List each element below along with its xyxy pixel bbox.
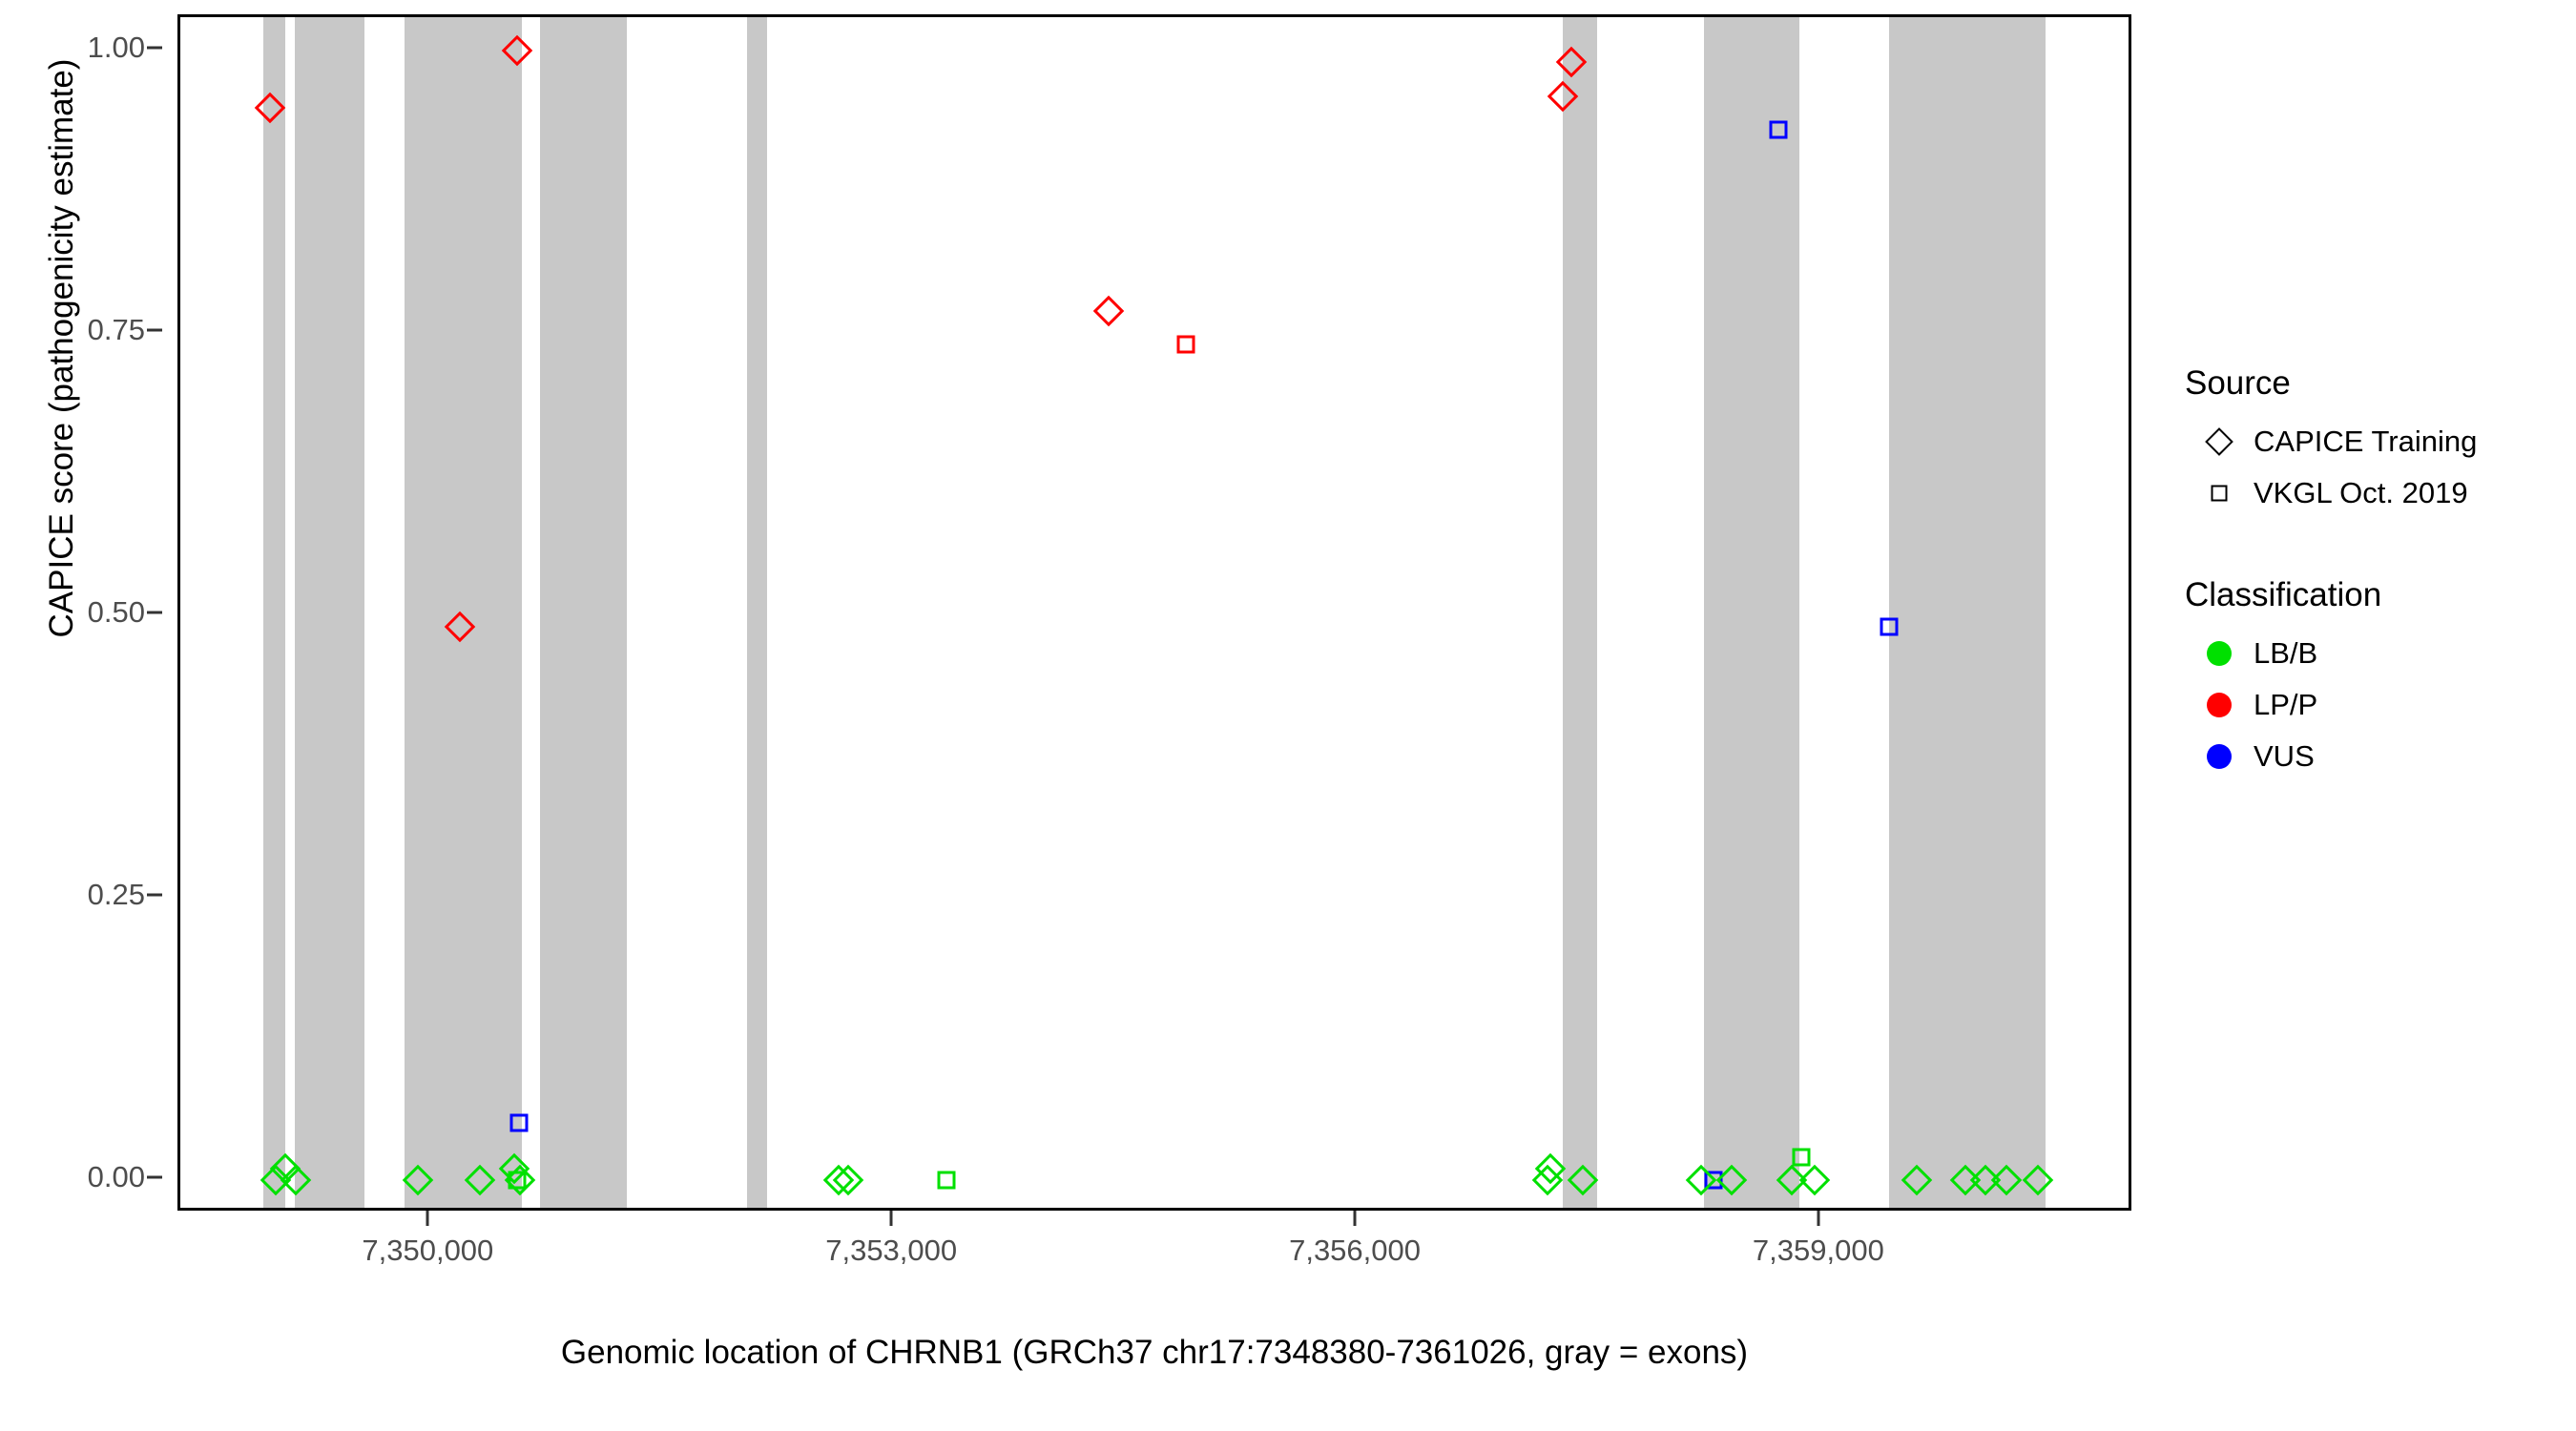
legend-title-classification: Classification	[2185, 576, 2382, 613]
data-point-square	[509, 1113, 529, 1132]
exon-band	[1703, 17, 1800, 1208]
x-tick-label: 7,350,000	[362, 1234, 494, 1267]
legend-item-capice-training[interactable]: CAPICE Training	[2185, 416, 2566, 467]
data-point-square	[1176, 335, 1195, 354]
y-tick-label: 0.75	[87, 313, 145, 347]
data-point-square	[1704, 1171, 1723, 1189]
legend-label: VKGL Oct. 2019	[2254, 476, 2468, 509]
data-point-diamond	[1548, 80, 1579, 113]
legend-title-source: Source	[2185, 364, 2291, 402]
data-point-square	[1769, 120, 1788, 139]
data-point-diamond	[403, 1164, 434, 1195]
x-tick-mark	[1817, 1211, 1820, 1226]
exon-band	[747, 17, 768, 1208]
data-point-diamond	[2022, 1164, 2053, 1195]
y-tick-mark	[147, 1175, 162, 1178]
y-axis-title: CAPICE score (pathogenicity estimate)	[43, 58, 80, 638]
legend-item-vus[interactable]: VUS	[2185, 731, 2566, 782]
exon-band	[404, 17, 522, 1208]
data-point-diamond	[1990, 1164, 2023, 1195]
x-tick-label: 7,356,000	[1289, 1234, 1422, 1267]
data-point-diamond	[501, 35, 533, 67]
legend-key-diamond-icon	[2185, 416, 2254, 467]
plot-panel	[177, 14, 2131, 1211]
x-tick-label: 7,359,000	[1752, 1234, 1884, 1267]
x-tick-mark	[889, 1211, 893, 1226]
y-tick-mark	[147, 893, 162, 897]
legend-label: VUS	[2254, 739, 2315, 773]
x-tick-mark	[1353, 1211, 1357, 1226]
y-tick-mark	[147, 46, 162, 50]
data-point-diamond	[1685, 1164, 1716, 1195]
data-point-square	[1880, 617, 1899, 636]
legend: Source CAPICE Training VKGL Oct. 2019 Cl…	[2185, 364, 2566, 840]
data-point-diamond	[444, 611, 476, 643]
data-points-layer	[180, 17, 2129, 1208]
data-point-diamond	[464, 1164, 496, 1195]
x-tick-mark	[426, 1211, 429, 1226]
y-tick-label: 0.50	[87, 595, 145, 629]
data-point-diamond	[1568, 1164, 1599, 1195]
legend-label: LB/B	[2254, 636, 2318, 670]
legend-item-lbb[interactable]: LB/B	[2185, 628, 2566, 679]
legend-key-dot-red-icon	[2185, 679, 2254, 731]
data-point-square	[1792, 1148, 1811, 1167]
legend-group-source: Source CAPICE Training VKGL Oct. 2019	[2185, 364, 2566, 519]
exon-band	[1563, 17, 1598, 1208]
legend-item-lpp[interactable]: LP/P	[2185, 679, 2566, 731]
x-axis-title: Genomic location of CHRNB1 (GRCh37 chr17…	[560, 1334, 1749, 1371]
y-axis: CAPICE score (pathogenicity estimate) 0.…	[0, 0, 177, 1225]
y-tick-label: 0.25	[87, 877, 145, 911]
x-tick-label: 7,353,000	[825, 1234, 958, 1267]
legend-item-vkgl-oct-2019[interactable]: VKGL Oct. 2019	[2185, 467, 2566, 519]
y-tick-label: 1.00	[87, 31, 145, 65]
data-point-diamond	[254, 92, 286, 123]
exon-band	[1889, 17, 2046, 1208]
exon-band	[263, 17, 286, 1208]
data-point-square	[937, 1171, 956, 1189]
legend-group-classification: Classification LB/B LP/P VUS	[2185, 576, 2566, 782]
exon-bands-layer	[180, 17, 2129, 1208]
legend-label: LP/P	[2254, 688, 2318, 721]
data-point-square	[508, 1171, 527, 1189]
legend-key-dot-blue-icon	[2185, 731, 2254, 782]
x-axis: 7,350,000 7,353,000 7,356,000 7,359,000	[177, 1211, 2131, 1325]
data-point-diamond	[1901, 1164, 1933, 1195]
data-point-diamond	[1093, 295, 1125, 326]
y-tick-label: 0.00	[87, 1159, 145, 1193]
exon-band	[540, 17, 628, 1208]
legend-label: CAPICE Training	[2254, 425, 2478, 458]
legend-key-dot-green-icon	[2185, 628, 2254, 679]
data-point-diamond	[1555, 47, 1587, 78]
y-tick-mark	[147, 328, 162, 332]
legend-key-square-icon	[2185, 467, 2254, 519]
data-point-diamond	[1715, 1164, 1748, 1195]
y-tick-mark	[147, 611, 162, 614]
exon-band	[294, 17, 364, 1208]
data-point-diamond	[1799, 1164, 1831, 1195]
